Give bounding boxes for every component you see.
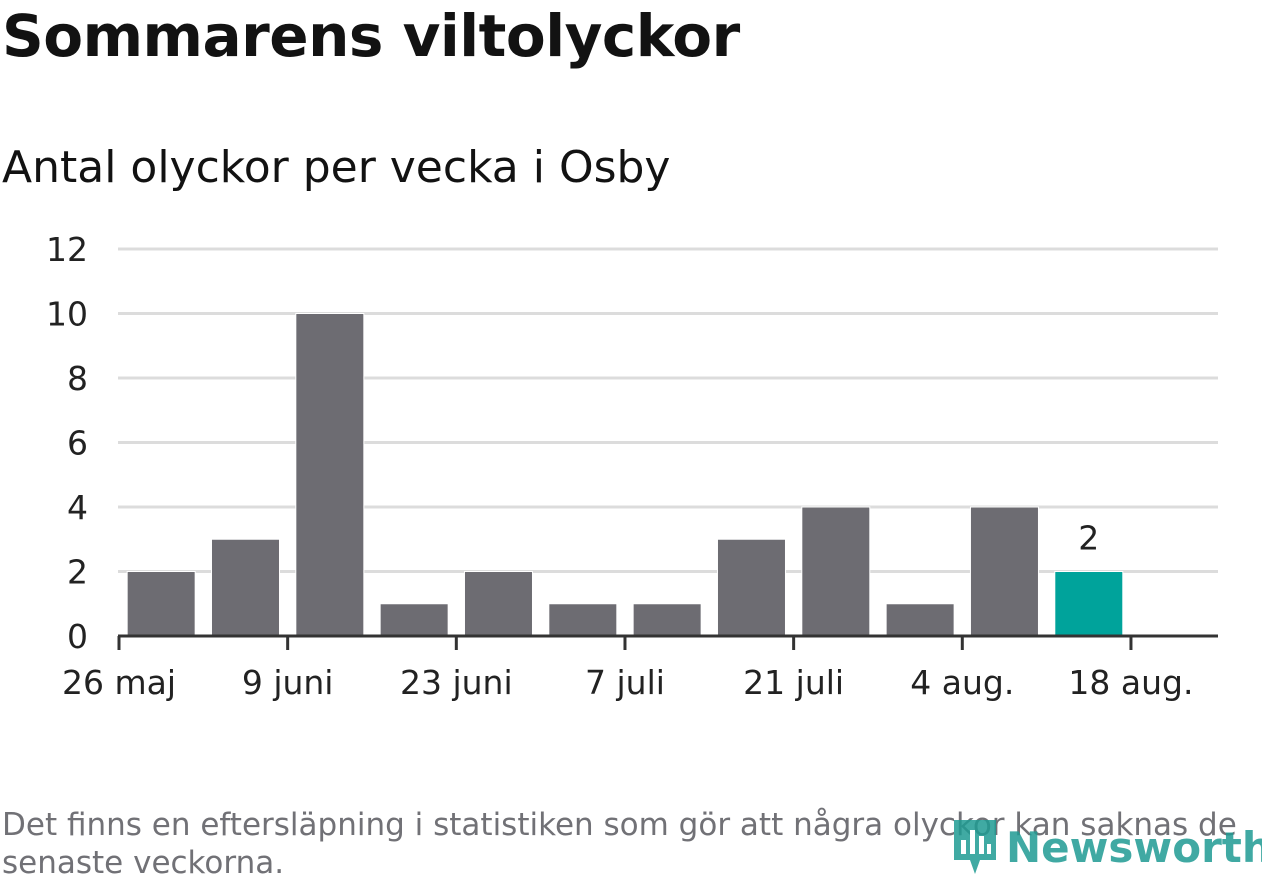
x-tick-label: 7 juli [585, 663, 665, 702]
bar-chart: 0 2 4 6 8 10 12 2 26 maj 9 juni 23 juni 7 juli 21 ju… [46, 230, 1218, 702]
bar [632, 603, 702, 637]
y-tick-label: 10 [46, 295, 88, 334]
bar [295, 313, 365, 637]
chart-title: Sommarens viltolyckor [2, 2, 740, 70]
data-label: 2 [1078, 519, 1099, 558]
bar [716, 538, 786, 637]
x-tick-label: 18 aug. [1068, 663, 1193, 702]
newsworthy-logo-icon [954, 820, 996, 874]
bar [885, 603, 955, 637]
y-tick-label: 0 [67, 617, 88, 656]
x-tick-label: 21 juli [743, 663, 844, 702]
bar [801, 506, 871, 637]
x-tick-label: 26 maj [62, 663, 176, 702]
y-tick-label: 12 [46, 230, 88, 269]
y-tick-label: 2 [67, 553, 88, 592]
bar [1054, 571, 1124, 637]
x-tick-label: 23 juni [400, 663, 513, 702]
newsworthy-logo-text: Newsworthy [1006, 822, 1262, 872]
y-tick-label: 8 [67, 359, 88, 398]
y-tick-label: 4 [67, 488, 88, 527]
bar [379, 603, 449, 637]
bar [126, 571, 196, 637]
bar [548, 603, 618, 637]
x-tick-label: 4 aug. [910, 663, 1014, 702]
bar [210, 538, 280, 637]
chart-subtitle: Antal olyckor per vecka i Osby [2, 142, 671, 193]
y-tick-label: 6 [67, 424, 88, 463]
footnote: Det finns en eftersläpning i statistiken… [2, 807, 1237, 881]
bar [463, 571, 533, 637]
x-tick-label: 9 juni [242, 663, 334, 702]
bar [969, 506, 1039, 637]
newsworthy-logo: Newsworthy [950, 816, 1262, 878]
